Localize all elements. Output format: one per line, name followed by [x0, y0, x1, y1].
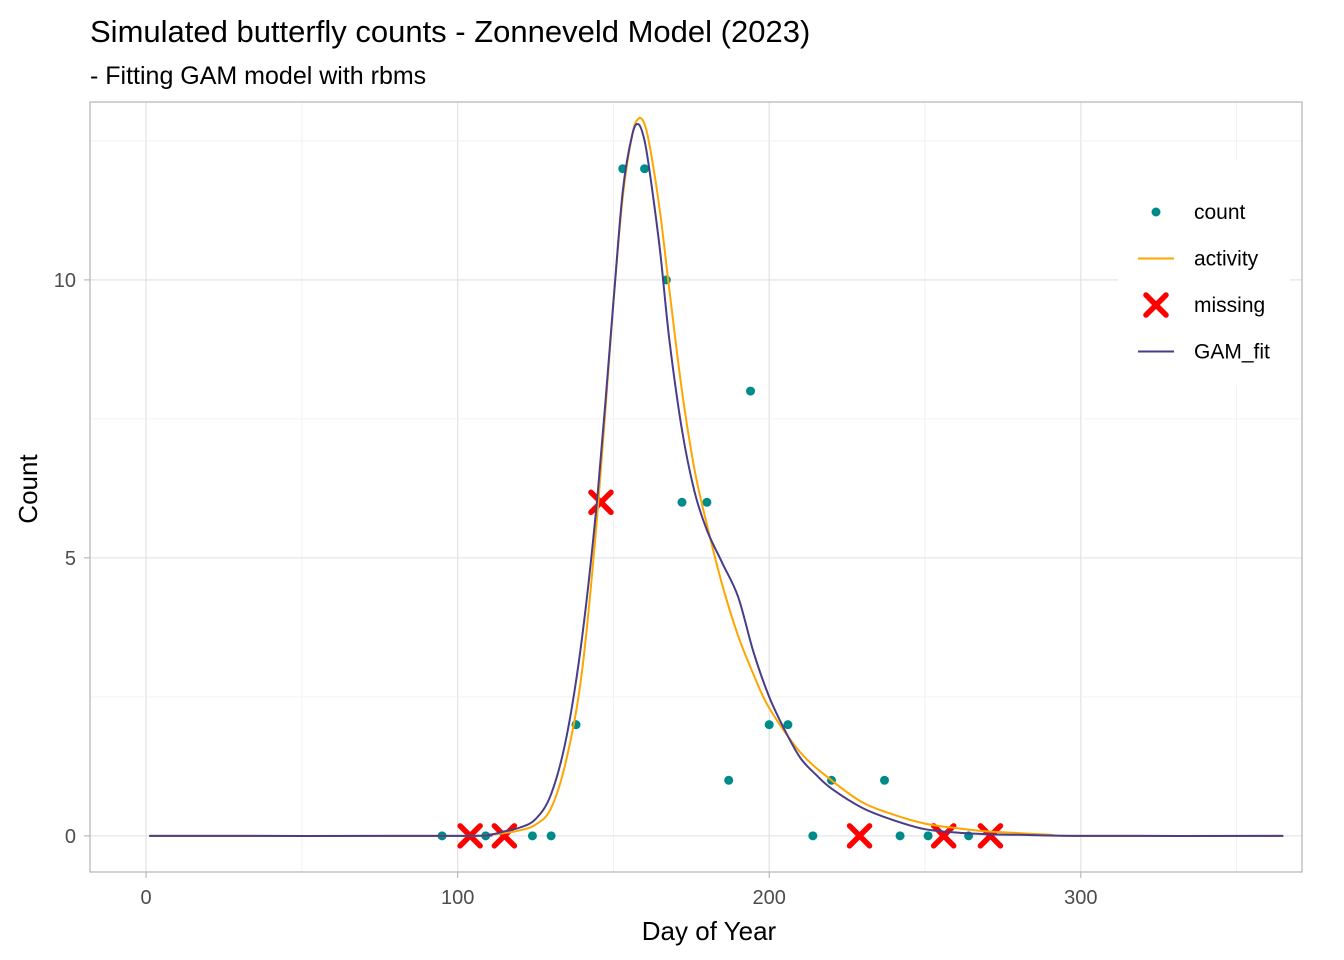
count-point: [746, 386, 756, 396]
x-tick-label: 300: [1064, 887, 1097, 909]
series-points: [437, 164, 1004, 849]
count-point: [724, 775, 734, 785]
count-point: [923, 831, 933, 841]
y-axis-title: Count: [13, 454, 43, 524]
legend-label-count: count: [1194, 201, 1246, 224]
panel-border: [89, 101, 1303, 873]
x-axis-title: Day of Year: [642, 916, 777, 946]
series-lines: [149, 117, 1284, 837]
x-axis-ticks: 0 100 200 300: [141, 872, 1097, 909]
count-point: [879, 775, 889, 785]
count-point: [783, 720, 793, 730]
count-point: [808, 831, 818, 841]
legend-key-count: [1151, 207, 1161, 217]
x-tick-label: 200: [753, 887, 786, 909]
y-tick-label: 0: [65, 826, 76, 848]
count-point: [640, 164, 650, 174]
count-point: [702, 497, 712, 507]
legend-background: [1118, 160, 1290, 385]
series-line-gam_fit: [149, 122, 1284, 837]
legend-key-missing: [1143, 292, 1169, 318]
legend-label-activity: activity: [1194, 248, 1259, 271]
grid-lines: [90, 102, 1302, 872]
y-axis-ticks: 0 5 10: [54, 270, 90, 848]
legend: count activity missing GAM_fit: [1118, 160, 1290, 385]
count-point: [764, 720, 774, 730]
x-tick-label: 0: [141, 887, 152, 909]
chart-title: Simulated butterfly counts - Zonneveld M…: [90, 14, 810, 49]
missing-marker: [588, 489, 614, 516]
series-line-activity: [149, 117, 1284, 837]
y-tick-label: 10: [54, 270, 76, 292]
count-point: [527, 831, 537, 841]
missing-marker: [930, 823, 957, 849]
count-point: [546, 831, 556, 841]
count-point: [895, 831, 905, 841]
x-tick-label: 100: [441, 887, 474, 909]
y-tick-label: 5: [65, 548, 76, 570]
legend-label-missing: missing: [1194, 294, 1265, 317]
missing-marker: [977, 823, 1004, 849]
missing-marker: [846, 823, 873, 849]
count-point: [677, 497, 687, 507]
legend-label-gam_fit: GAM_fit: [1194, 341, 1270, 364]
chart-subtitle: - Fitting GAM model with rbms: [90, 62, 426, 90]
